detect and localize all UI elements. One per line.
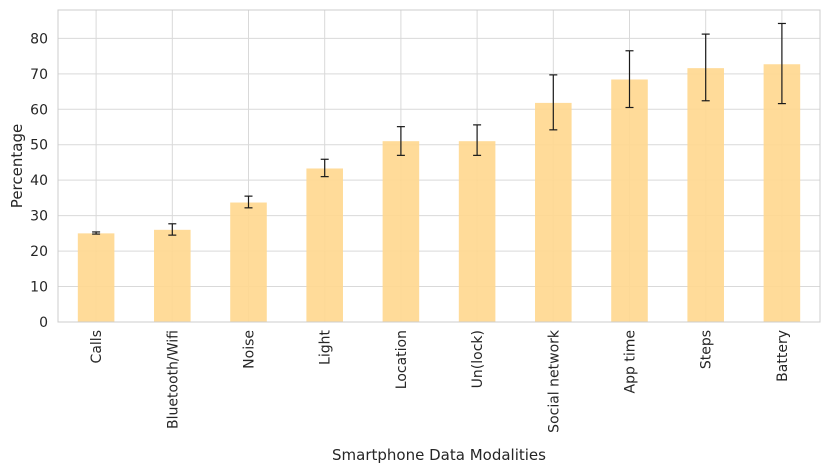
x-tick-label: Calls	[89, 330, 105, 363]
plot-frame	[57, 9, 821, 323]
bar-battery	[763, 64, 801, 322]
bars-layer	[77, 64, 801, 323]
error-bar	[244, 195, 253, 209]
error-bar	[396, 126, 405, 156]
x-axis-label: Smartphone Data Modalities	[332, 446, 546, 464]
y-tick-label: 0	[39, 315, 48, 331]
y-tick-label: 80	[30, 31, 48, 47]
x-tick-label: Noise	[242, 330, 258, 369]
bar-calls	[77, 233, 115, 322]
x-tick-label: Light	[318, 330, 334, 365]
error-bar	[320, 158, 329, 178]
x-tick-label: Un(lock)	[470, 330, 486, 388]
error-bar	[473, 124, 482, 156]
y-tick-label: 40	[30, 173, 48, 189]
bar-location	[382, 141, 420, 322]
error-bars-layer	[92, 22, 786, 236]
x-tick-label: Bluetooth/Wifi	[165, 330, 181, 429]
x-tick-label: Location	[394, 330, 410, 389]
y-tick-label: 10	[30, 280, 48, 296]
error-bar	[549, 74, 558, 131]
error-bar	[168, 223, 177, 236]
bar-light	[306, 168, 343, 322]
bar-bluetooth-wifi	[154, 229, 191, 322]
x-tick-label: Battery	[775, 330, 791, 382]
y-axis-label: Percentage	[8, 124, 26, 208]
x-tick-label: App time	[623, 330, 639, 393]
error-bar	[701, 33, 710, 102]
error-bar	[92, 231, 101, 235]
bar-noise	[230, 202, 267, 322]
error-bar	[777, 22, 786, 105]
error-bar	[625, 50, 634, 109]
x-ticks-layer: Calls Bluetooth/Wifi Noise Light Location Un(…	[89, 329, 791, 433]
y-tick-label: 60	[30, 102, 48, 118]
bar-social-network	[535, 102, 572, 323]
y-tick-label: 70	[30, 67, 48, 83]
y-ticks-layer: 0 10 20 30 40 50 60 70 80	[30, 31, 48, 331]
bar-un-lock-	[458, 141, 496, 322]
x-tick-label: Steps	[699, 330, 715, 369]
y-tick-label: 50	[30, 138, 48, 154]
bar-app-time	[611, 79, 648, 322]
bar-steps	[687, 68, 724, 323]
y-tick-label: 30	[30, 209, 48, 225]
x-tick-label: Social network	[546, 329, 562, 433]
y-tick-label: 20	[30, 244, 48, 260]
